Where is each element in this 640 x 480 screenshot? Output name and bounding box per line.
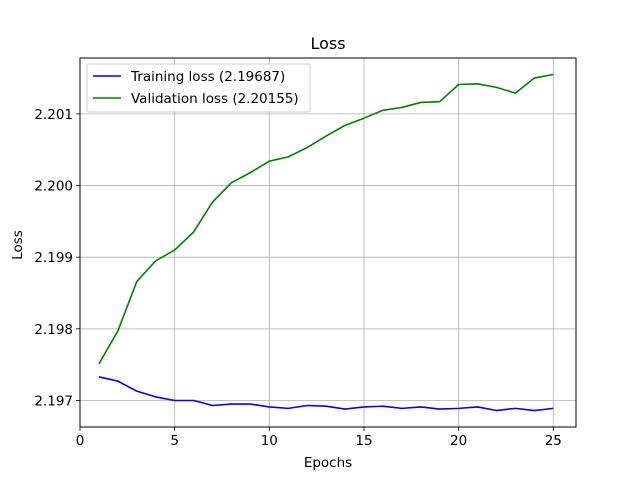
legend: Training loss (2.19687) Validation loss … (86, 63, 311, 113)
x-tick-label: 20 (450, 433, 467, 449)
plot-area-frame (79, 57, 577, 428)
legend-label-training: Training loss (2.19687) (130, 69, 285, 85)
x-axis-title: Epochs (304, 455, 352, 471)
axis-ticks: 0 5 10 15 20 25 2.197 2.198 2.199 2.200 2.201 (34, 107, 562, 449)
x-tick-label: 10 (261, 433, 278, 449)
y-tick-label: 2.199 (34, 250, 73, 266)
validation-loss-line (98, 73, 554, 365)
x-tick-label: 25 (545, 433, 562, 449)
x-tick-label: 5 (170, 433, 179, 449)
x-tick-label: 15 (355, 433, 372, 449)
legend-label-validation: Validation loss (2.20155) (131, 91, 299, 107)
y-tick-label: 2.200 (34, 179, 73, 195)
legend-box (86, 63, 311, 113)
y-tick-label: 2.201 (34, 107, 73, 123)
y-tick-label: 2.197 (34, 393, 73, 409)
training-loss-line (98, 376, 554, 412)
y-tick-label: 2.198 (34, 322, 73, 338)
x-tick-label: 0 (76, 433, 85, 449)
y-axis-title: Loss (10, 230, 26, 260)
chart-title: Loss (310, 34, 345, 53)
series-lines (98, 73, 554, 412)
